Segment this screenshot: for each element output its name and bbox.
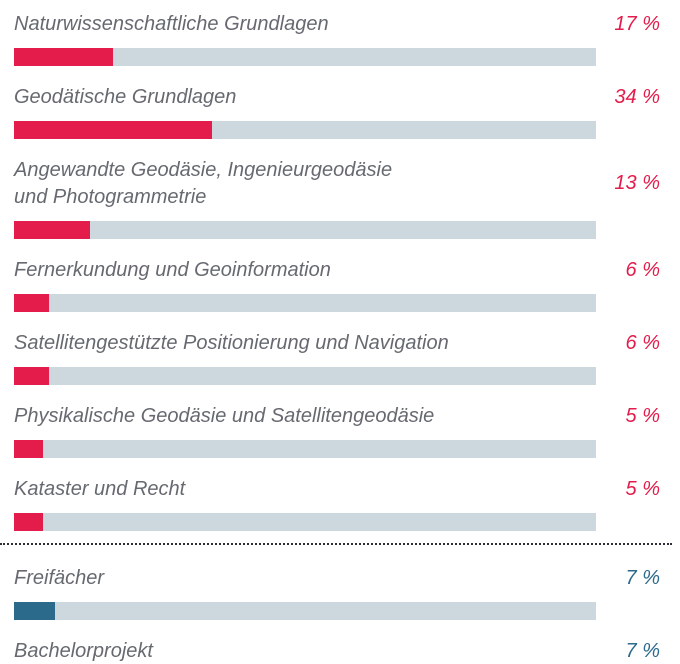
bar-track: [14, 367, 596, 385]
value-label: 6 %: [625, 332, 660, 354]
category-label: Satellitengestützte Positionierung und N…: [14, 332, 449, 354]
value-label: 5 %: [625, 478, 660, 500]
value-label: 6 %: [625, 259, 660, 281]
bar: [14, 121, 212, 139]
bar-track: [14, 294, 596, 312]
value-label: 5 %: [625, 405, 660, 427]
category-label: Angewandte Geodäsie, Ingenieurgeodäsie u…: [14, 159, 393, 208]
bar: [14, 513, 44, 531]
bar: [14, 294, 49, 312]
category-label: Naturwissenschaftliche Grundlagen: [14, 13, 329, 35]
bar: [14, 440, 44, 458]
separator: [0, 543, 672, 545]
category-label: Physikalische Geodäsie und Satellitengeo…: [14, 405, 435, 427]
bar-track: [14, 221, 596, 239]
category-label: Bachelorprojekt: [14, 640, 153, 662]
value-label: 13 %: [614, 172, 660, 194]
bar: [14, 48, 113, 66]
category-label: Fernerkundung und Geoinformation: [14, 259, 331, 281]
category-label: Freifächer: [14, 567, 105, 589]
value-label: 34 %: [614, 86, 660, 108]
value-label: 7 %: [625, 567, 660, 589]
bar-track: [14, 513, 596, 531]
category-label: Kataster und Recht: [14, 478, 186, 500]
bar: [14, 602, 55, 620]
category-label: Geodätische Grundlagen: [14, 86, 237, 108]
bar-track: [14, 48, 596, 66]
bar-track: [14, 602, 596, 620]
bar-track: [14, 121, 596, 139]
bar-track: [14, 440, 596, 458]
value-label: 17 %: [614, 13, 660, 35]
value-label: 7 %: [625, 640, 660, 662]
bar: [14, 221, 90, 239]
bar: [14, 367, 49, 385]
